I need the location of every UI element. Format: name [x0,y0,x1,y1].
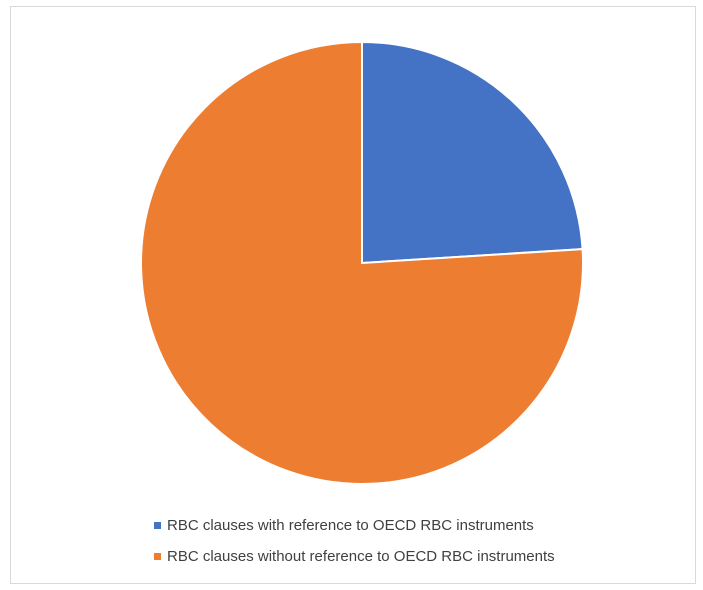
pie-slice-0 [361,40,584,265]
legend-label-with-reference: RBC clauses with reference to OECD RBC i… [167,516,534,534]
legend-swatch-with-reference [154,521,161,529]
legend-label-without-reference: RBC clauses without reference to OECD RB… [167,547,555,565]
pie-slices [140,40,584,485]
legend: RBC clauses with reference to OECD RBC i… [154,514,555,576]
legend-item-without-reference: RBC clauses without reference to OECD RB… [154,545,555,567]
legend-swatch-without-reference [154,552,161,560]
legend-item-with-reference: RBC clauses with reference to OECD RBC i… [154,514,555,536]
pie-slice-1 [140,40,584,485]
